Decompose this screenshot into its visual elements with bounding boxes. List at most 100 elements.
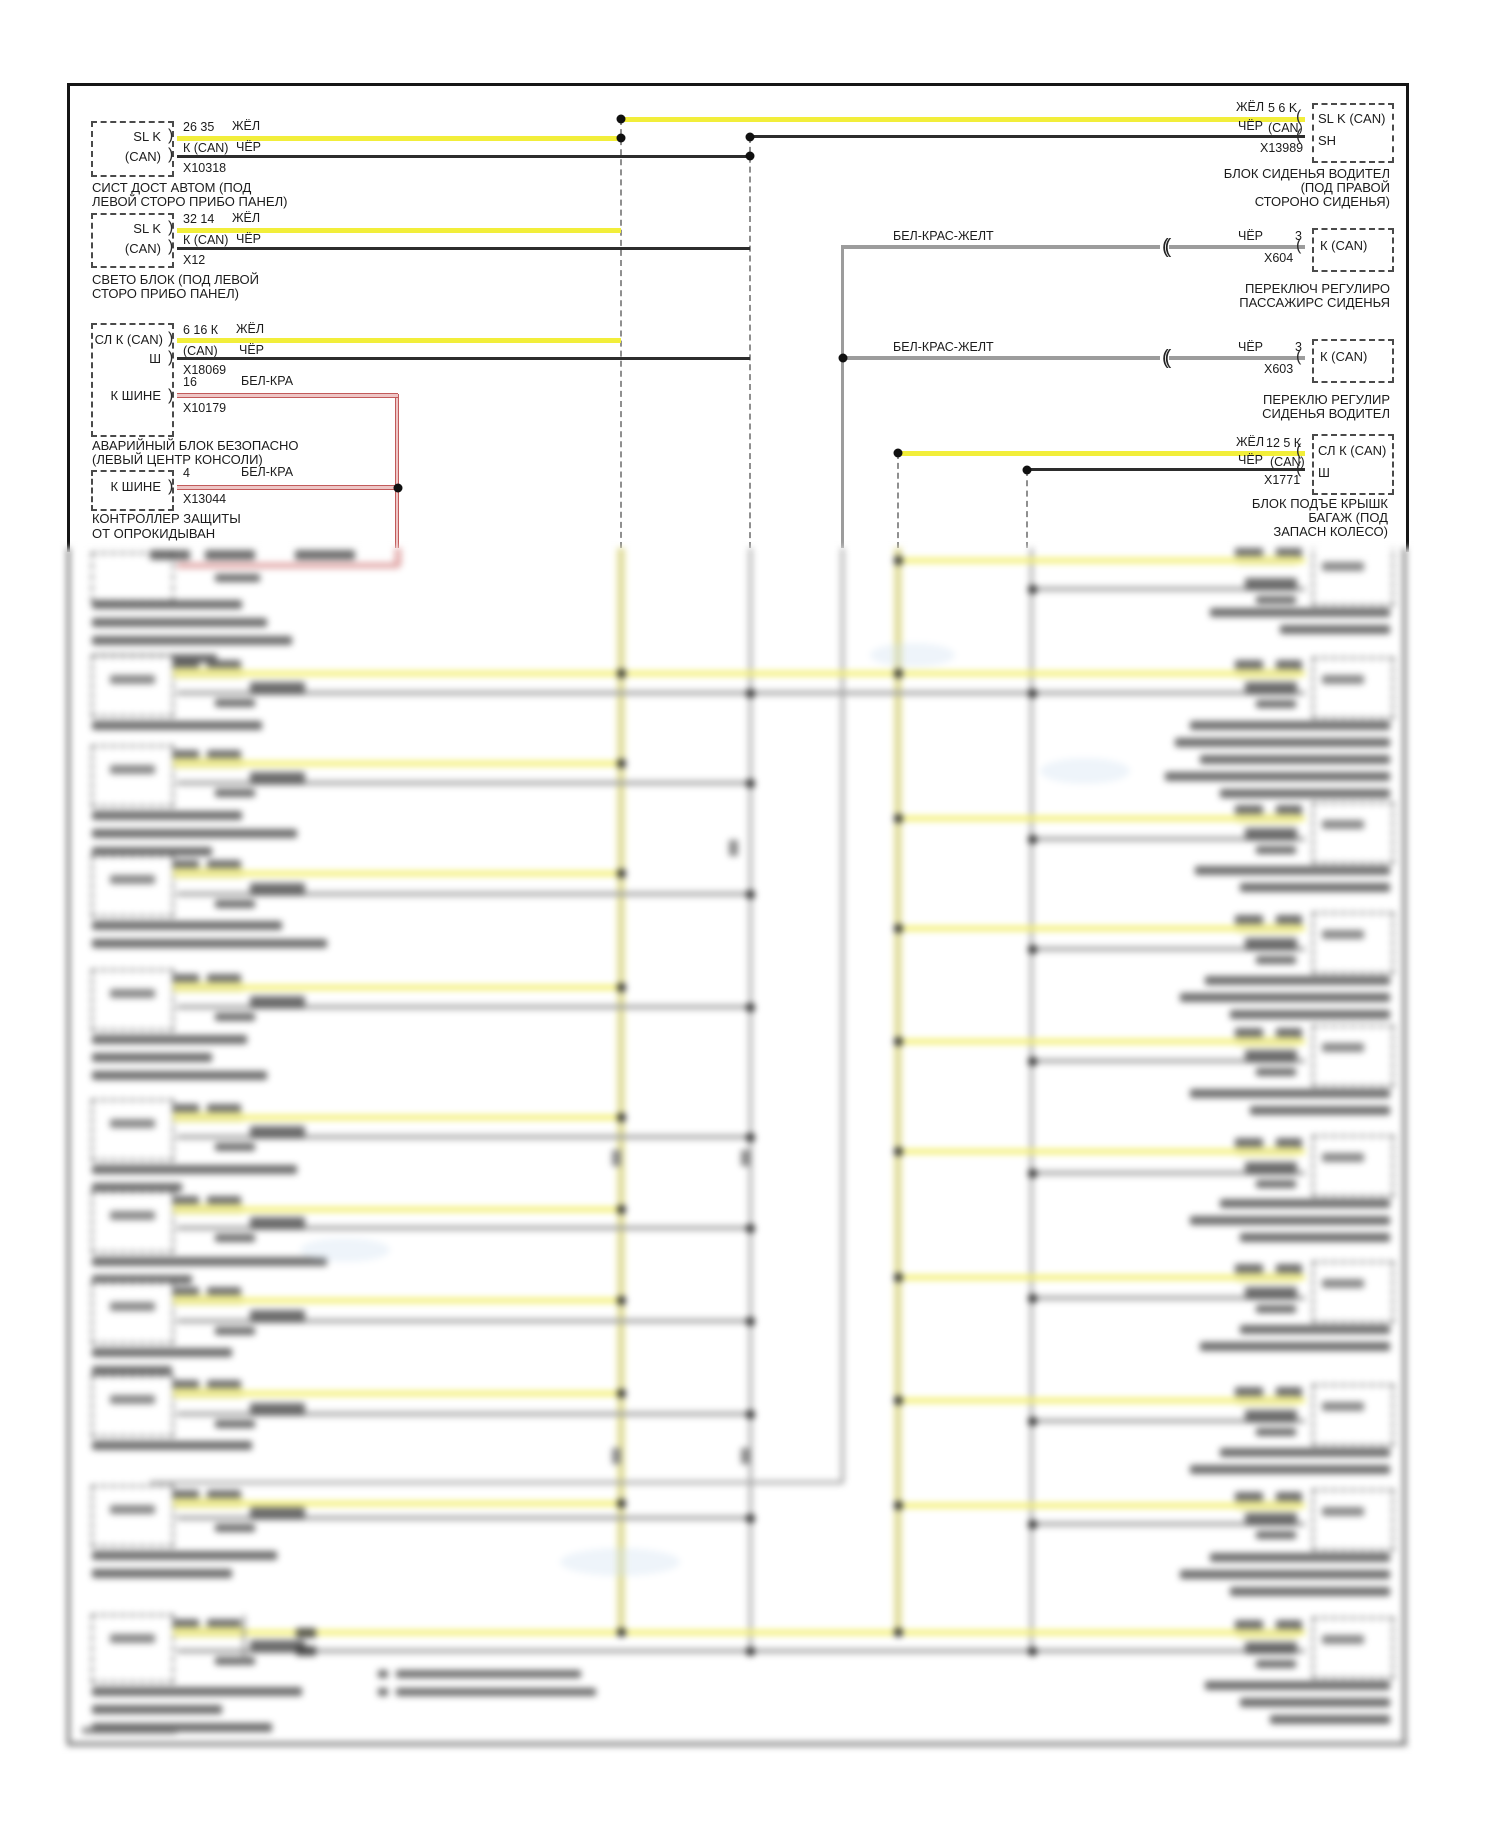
junction-dot	[617, 1628, 626, 1637]
unit-box-text: SL K (CAN)	[1318, 111, 1386, 126]
blurred-text-smear	[215, 699, 255, 707]
blurred-text-smear	[1220, 1199, 1390, 1208]
wire-yellow	[621, 117, 1305, 122]
can-bus-black-vertical	[749, 137, 751, 548]
junction-dot	[617, 1389, 626, 1398]
blurred-text-smear	[1245, 1050, 1297, 1062]
junction-dot	[894, 1501, 903, 1510]
wire-red	[177, 393, 398, 398]
right-yellow-bus-core	[897, 548, 899, 1633]
blurred-text-smear	[173, 974, 199, 984]
connector-id: X10318	[183, 161, 227, 175]
blurred-wire	[150, 1481, 843, 1484]
blurred-text-smear	[215, 900, 255, 908]
blurred-text-smear	[173, 1619, 199, 1629]
junction-dot	[894, 814, 903, 823]
blurred-text-smear	[92, 600, 242, 609]
junction-dot	[894, 924, 903, 933]
blurred-text-smear	[1276, 1387, 1302, 1397]
blurred-text-smear	[1235, 805, 1263, 815]
blurred-text-smear	[1165, 772, 1390, 781]
blurred-text-smear	[173, 860, 199, 870]
blurred-bus-connector-tick	[741, 1448, 750, 1464]
blurred-unit-box	[1312, 802, 1394, 864]
connector-bracket-icon: )	[168, 349, 174, 366]
connector-bracket-icon: )	[168, 387, 174, 404]
blurred-wire	[1032, 1419, 1305, 1423]
blurred-wire	[898, 1275, 1305, 1280]
blurred-wire	[177, 1649, 1305, 1653]
blurred-pin-highlight	[173, 1627, 243, 1637]
blurred-text-smear	[296, 1646, 316, 1656]
blurred-text-smear	[1276, 1264, 1302, 1274]
blurred-text-smear	[110, 1302, 155, 1311]
blurred-text-smear	[110, 989, 155, 998]
blurred-text-smear	[1245, 1287, 1297, 1299]
junction-dot	[1028, 585, 1037, 594]
blurred-pin-highlight	[173, 1388, 243, 1398]
blurred-text-smear	[1276, 915, 1302, 925]
blurred-text-smear	[378, 1670, 388, 1678]
wire-color-label: БЕЛ-КРА	[241, 374, 294, 388]
blurred-text-smear	[1240, 883, 1390, 892]
unit-box-blok-podye	[1312, 434, 1394, 495]
junction-dot	[1028, 1294, 1037, 1303]
blurred-text-smear	[1235, 1492, 1263, 1502]
blurred-diagram-section	[0, 548, 1500, 1762]
unit-box-sveto-blok	[91, 213, 174, 268]
pin-numbers: 3	[1295, 229, 1302, 243]
blurred-text-smear	[1190, 721, 1390, 730]
blurred-wire	[1032, 1171, 1305, 1175]
junction-dot	[894, 1396, 903, 1405]
unit-label: ПАССАЖИРС СИДЕНЬЯ	[1239, 295, 1390, 310]
connector-bracket-icon: (	[1296, 237, 1302, 254]
blurred-text-smear	[1180, 993, 1390, 1002]
blurred-unit-box	[91, 1099, 174, 1161]
junction-dot	[1028, 1647, 1037, 1656]
blurred-text-smear	[1270, 1715, 1390, 1724]
unit-label: БАГАЖ (ПОД	[1308, 510, 1388, 525]
blurred-text-smear	[1190, 1089, 1390, 1098]
bel-kra-bus-vertical	[395, 548, 401, 566]
blurred-text-smear	[1245, 938, 1297, 950]
blurred-wire	[1032, 1296, 1305, 1300]
can-bus-yellow-core	[620, 548, 622, 1632]
blurred-text-smear	[215, 1524, 255, 1532]
junction-dot	[894, 669, 903, 678]
blurred-wire	[177, 871, 621, 876]
junction-dot	[617, 1205, 626, 1214]
frame-right-border	[1403, 548, 1406, 1746]
unit-box-text: К ШИНЕ	[110, 388, 161, 403]
junction-dot	[617, 759, 626, 768]
unit-label: БЛОК ПОДЪЕ КРЫШК	[1251, 496, 1388, 511]
wire-black	[1027, 468, 1305, 471]
blurred-text-smear	[1322, 820, 1364, 829]
junction-dot	[1028, 945, 1037, 954]
connector-id: X18069	[183, 363, 227, 377]
blurred-text-smear	[173, 660, 199, 670]
blurred-unit-box	[1312, 1261, 1394, 1323]
blurred-unit-box	[91, 1614, 174, 1683]
diagram-frame	[67, 83, 1409, 552]
junction-dot	[1022, 465, 1032, 475]
blurred-text-smear	[92, 1165, 297, 1174]
junction-dot	[745, 151, 755, 161]
junction-dot	[1028, 835, 1037, 844]
blurred-wire	[177, 892, 750, 896]
blurred-text-smear	[1240, 1325, 1390, 1334]
blurred-text-smear	[215, 1234, 255, 1242]
blurred-text-smear	[250, 682, 305, 694]
blurred-text-smear	[1245, 1162, 1297, 1174]
blurred-text-smear	[92, 1053, 212, 1062]
wire-color-label: ЖЁЛ	[1236, 435, 1265, 449]
blurred-pin-highlight	[173, 1204, 243, 1214]
blurred-pin-highlight	[1237, 1501, 1297, 1510]
blurred-bus-connector-tick	[729, 840, 738, 856]
blurred-unit-box	[1312, 548, 1394, 606]
junction-dot	[617, 869, 626, 878]
blurred-pin-highlight	[1237, 556, 1297, 565]
blurred-text-smear	[1256, 1305, 1296, 1313]
inline-splice-icon: ((	[1160, 236, 1171, 258]
blurred-text-smear	[215, 574, 260, 582]
blurred-pin-highlight	[173, 1112, 243, 1122]
